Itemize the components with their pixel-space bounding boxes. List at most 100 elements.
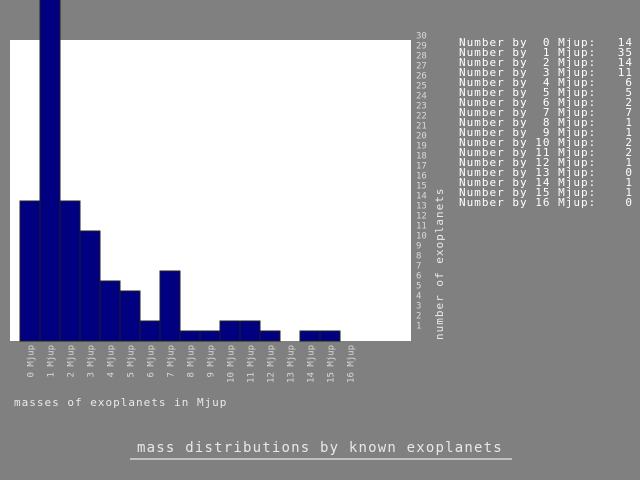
x-tick-label: 3 Mjup [87, 345, 97, 378]
bar [299, 330, 321, 342]
summary-label: Number by 3 Mjup: [459, 66, 596, 79]
bar [239, 320, 261, 342]
summary-label: Number by 0 Mjup: [459, 36, 596, 49]
summary-value: 35 [618, 46, 633, 59]
summary-value: 5 [625, 86, 633, 99]
y-tick-label: 13 [416, 202, 427, 212]
bar [79, 230, 101, 342]
summary-value: 1 [625, 126, 633, 139]
summary-value: 11 [618, 66, 633, 79]
summary-label: Number by 10 Mjup: [459, 136, 596, 149]
x-axis-label: masses of exoplanets in Mjup [14, 396, 227, 409]
summary-value: 14 [618, 36, 633, 49]
summary-label: Number by 4 Mjup: [459, 76, 596, 89]
summary-label: Number by 9 Mjup: [459, 126, 596, 139]
bar [319, 330, 341, 342]
y-tick-label: 8 [416, 252, 421, 262]
y-tick-label: 11 [416, 222, 427, 232]
y-tick-label: 20 [416, 132, 427, 142]
x-tick-label: 9 Mjup [207, 345, 217, 378]
summary-label: Number by 12 Mjup: [459, 156, 596, 169]
x-tick-label: 7 Mjup [167, 345, 177, 378]
x-tick-label: 16 Mjup [347, 345, 357, 383]
x-tick-label: 4 Mjup [107, 345, 117, 378]
summary-value: 1 [625, 176, 633, 189]
y-tick-label: 3 [416, 302, 421, 312]
y-tick-label: 7 [416, 262, 421, 272]
bar [19, 200, 41, 342]
y-tick-label: 22 [416, 112, 427, 122]
y-tick-label: 5 [416, 282, 421, 292]
y-tick-label: 1 [416, 322, 421, 332]
x-tick-label: 2 Mjup [67, 345, 77, 378]
y-tick-label: 30 [416, 32, 427, 42]
y-tick-label: 28 [416, 52, 427, 62]
y-tick-label: 4 [416, 292, 421, 302]
x-tick-label: 5 Mjup [127, 345, 137, 378]
x-tick-label: 15 Mjup [327, 345, 337, 383]
x-tick-label: 0 Mjup [27, 345, 37, 378]
summary-label: Number by 5 Mjup: [459, 86, 596, 99]
summary-label: Number by 15 Mjup: [459, 186, 596, 199]
x-tick-label: 8 Mjup [187, 345, 197, 378]
bar [199, 330, 221, 342]
x-tick-label: 13 Mjup [287, 345, 297, 383]
y-tick-label: 27 [416, 62, 427, 72]
summary-value: 7 [625, 106, 633, 119]
y-tick-label: 29 [416, 42, 427, 52]
x-tick-label: 10 Mjup [227, 345, 237, 383]
y-tick-label: 18 [416, 152, 427, 162]
summary-value: 2 [625, 136, 633, 149]
summary-label: Number by 1 Mjup: [459, 46, 596, 59]
x-tick-label: 1 Mjup [47, 345, 57, 378]
summary-label: Number by 16 Mjup: [459, 196, 596, 209]
y-tick-label: 2 [416, 312, 421, 322]
bar [119, 290, 141, 342]
summary-value: 2 [625, 96, 633, 109]
summary-value: 1 [625, 116, 633, 129]
y-tick-label: 12 [416, 212, 427, 222]
y-tick-label: 15 [416, 182, 427, 192]
y-tick-label: 9 [416, 242, 421, 252]
y-tick-label: 16 [416, 172, 427, 182]
summary-value: 6 [625, 76, 633, 89]
summary-value: 1 [625, 186, 633, 199]
summary-label: Number by 8 Mjup: [459, 116, 596, 129]
summary-value: 2 [625, 146, 633, 159]
chart-title: mass distributions by known exoplanets [137, 440, 503, 456]
y-axis-label: number of exoplanets [433, 188, 446, 340]
summary-label: Number by 14 Mjup: [459, 176, 596, 189]
y-tick-label: 10 [416, 232, 427, 242]
y-tick-label: 14 [416, 192, 427, 202]
y-tick-label: 23 [416, 102, 427, 112]
summary-label: Number by 6 Mjup: [459, 96, 596, 109]
y-tick-label: 25 [416, 82, 427, 92]
summary-label: Number by 7 Mjup: [459, 106, 596, 119]
bar [179, 330, 201, 342]
x-tick-label: 12 Mjup [267, 345, 277, 383]
bar [99, 280, 121, 342]
summary-value: 0 [625, 166, 633, 179]
y-tick-label: 19 [416, 142, 427, 152]
summary-value: 1 [625, 156, 633, 169]
y-tick-label: 26 [416, 72, 427, 82]
bar [139, 320, 161, 342]
bar [39, 0, 61, 342]
y-tick-label: 21 [416, 122, 427, 132]
summary-value: 0 [625, 196, 633, 209]
summary-label: Number by 13 Mjup: [459, 166, 596, 179]
x-tick-label: 6 Mjup [147, 345, 157, 378]
summary-value: 14 [618, 56, 633, 69]
x-tick-label: 11 Mjup [247, 345, 257, 383]
y-tick-label: 17 [416, 162, 427, 172]
x-tick-label: 14 Mjup [307, 345, 317, 383]
bar [159, 270, 181, 342]
summary-label: Number by 11 Mjup: [459, 146, 596, 159]
bar [259, 330, 281, 342]
bar [59, 200, 81, 342]
y-tick-label: 24 [416, 92, 427, 102]
bar [219, 320, 241, 342]
summary-label: Number by 2 Mjup: [459, 56, 596, 69]
y-tick-label: 6 [416, 272, 421, 282]
